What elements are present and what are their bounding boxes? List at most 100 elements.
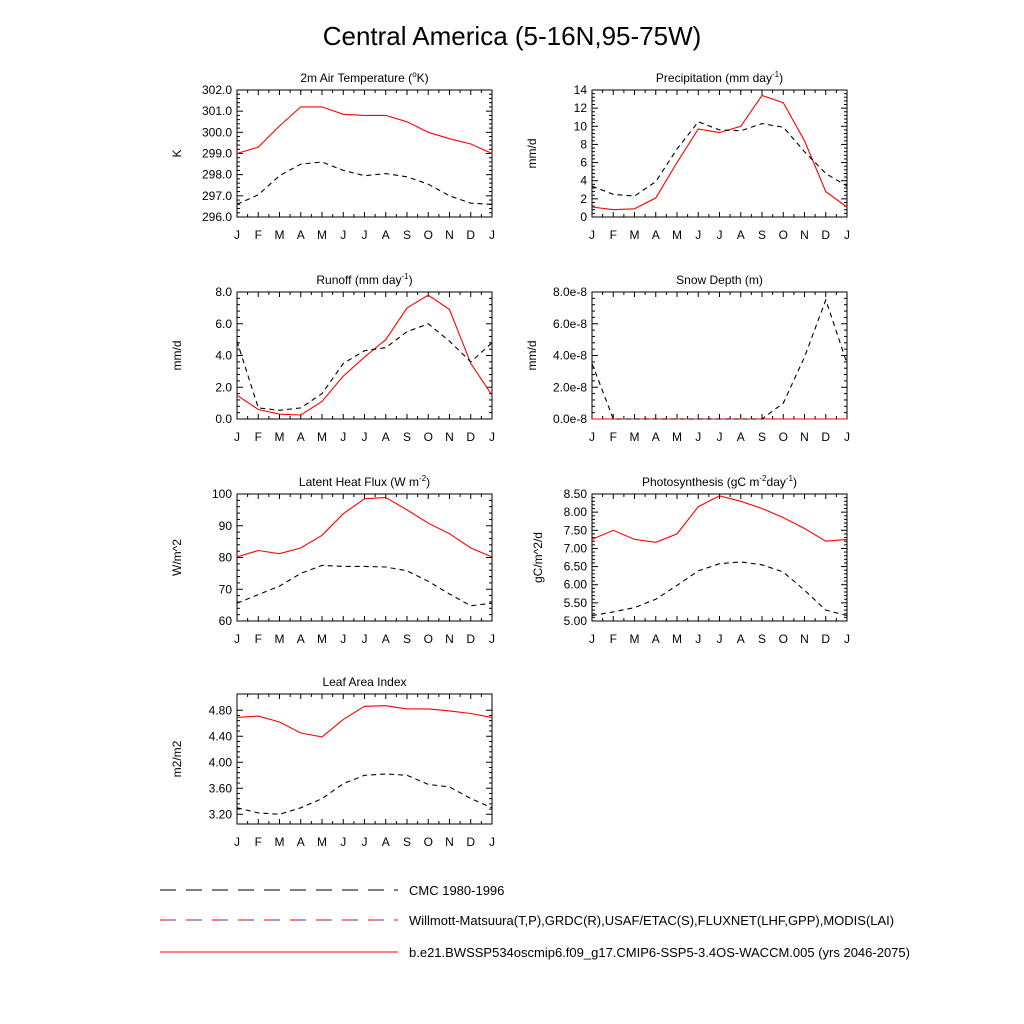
x-tick-label: A bbox=[382, 835, 390, 849]
x-tick-label: O bbox=[424, 835, 433, 849]
x-tick-label: M bbox=[630, 632, 640, 646]
x-tick-label: N bbox=[800, 228, 809, 242]
y-axis-label: mm/d bbox=[525, 139, 539, 169]
x-tick-label: J bbox=[489, 835, 495, 849]
x-tick-label: J bbox=[717, 430, 723, 444]
series-line-model bbox=[236, 294, 493, 416]
panel-prect: Precipitation (mm day-1)mm/dJ F M A M J J A S O N D… bbox=[525, 70, 850, 242]
legend: CMC 1980-1996 Willmott-Matsuura(T,P),GRD… bbox=[160, 883, 910, 960]
legend-label-cmc: CMC 1980-1996 bbox=[409, 883, 504, 898]
x-tick-label: F bbox=[255, 835, 262, 849]
y-tick-label: 90 bbox=[219, 519, 233, 533]
x-tick-label: F bbox=[255, 430, 262, 444]
y-tick-label: 5.50 bbox=[564, 596, 588, 610]
x-tick-label: M bbox=[317, 228, 327, 242]
x-tick-label: A bbox=[297, 632, 305, 646]
series-line-obs bbox=[236, 161, 493, 205]
series-line-obs bbox=[591, 561, 848, 617]
x-tick-label: M bbox=[630, 228, 640, 242]
x-tick-label: A bbox=[297, 835, 305, 849]
x-tick-label: J bbox=[489, 228, 495, 242]
x-tick-label: F bbox=[255, 228, 262, 242]
x-tick-label: J bbox=[589, 228, 595, 242]
x-tick-label: J bbox=[340, 430, 346, 444]
title-part: Snow Depth (m) bbox=[676, 273, 763, 287]
y-tick-label: 4.0e-8 bbox=[553, 349, 587, 363]
x-tick-label: A bbox=[737, 228, 745, 242]
y-tick-label: 298.0 bbox=[202, 168, 232, 182]
y-tick-label: 6 bbox=[580, 156, 587, 170]
x-tick-label: A bbox=[297, 228, 305, 242]
y-tick-label: 4.00 bbox=[209, 755, 233, 769]
plot-frame bbox=[591, 89, 848, 218]
y-tick-label: 0.0 bbox=[215, 412, 232, 426]
panel-title: 2m Air Temperature (oK) bbox=[300, 70, 428, 85]
x-tick-label: J bbox=[362, 632, 368, 646]
y-tick-label: 8 bbox=[580, 137, 587, 151]
x-tick-label: M bbox=[275, 228, 285, 242]
y-tick-label: 6.50 bbox=[564, 560, 588, 574]
panel-title: Precipitation (mm day-1) bbox=[656, 70, 783, 85]
title-part: -1 bbox=[772, 70, 780, 79]
x-tick-label: J bbox=[489, 430, 495, 444]
series-line-obs bbox=[236, 773, 493, 815]
series-line-obs bbox=[591, 121, 848, 197]
x-tick-label: N bbox=[800, 632, 809, 646]
panel-tsa: 2m Air Temperature (oK)KJ F M A M J J A S O N D J296… bbox=[170, 70, 495, 242]
series-line-model bbox=[236, 705, 493, 738]
panel-lhf: Latent Heat Flux (W m-2)W/m^2J F M A M J J A S O N… bbox=[170, 474, 495, 646]
series-line-model bbox=[591, 495, 848, 543]
title-part: Photosynthesis (gC m bbox=[642, 475, 759, 489]
panel-title: Latent Heat Flux (W m-2) bbox=[299, 474, 430, 489]
x-tick-label: N bbox=[445, 835, 454, 849]
x-tick-label: J bbox=[340, 835, 346, 849]
series-line-obs bbox=[236, 323, 493, 411]
x-tick-label: S bbox=[758, 632, 766, 646]
title-part: 2m Air Temperature ( bbox=[300, 71, 412, 85]
y-tick-label: 3.60 bbox=[209, 781, 233, 795]
plot-frame bbox=[236, 693, 493, 825]
title-part: -2 bbox=[419, 474, 427, 483]
x-tick-label: D bbox=[821, 430, 830, 444]
x-tick-label: F bbox=[610, 430, 617, 444]
x-tick-label: J bbox=[695, 632, 701, 646]
x-tick-label: J bbox=[234, 430, 240, 444]
y-tick-label: 100 bbox=[212, 487, 232, 501]
x-tick-label: J bbox=[589, 632, 595, 646]
y-tick-label: 6.0 bbox=[215, 317, 232, 331]
x-tick-label: J bbox=[589, 430, 595, 444]
x-tick-label: M bbox=[672, 632, 682, 646]
x-tick-label: S bbox=[758, 228, 766, 242]
title-part: -1 bbox=[786, 474, 794, 483]
series-line-model bbox=[236, 496, 493, 558]
x-tick-label: N bbox=[800, 430, 809, 444]
x-tick-label: F bbox=[610, 632, 617, 646]
x-tick-label: O bbox=[779, 632, 788, 646]
title-part: o bbox=[412, 70, 417, 79]
series-line-model bbox=[591, 94, 848, 211]
y-tick-label: 296.0 bbox=[202, 210, 232, 224]
x-tick-label: A bbox=[737, 430, 745, 444]
x-tick-label: M bbox=[317, 430, 327, 444]
panel-title: Photosynthesis (gC m-2day-1) bbox=[642, 474, 797, 489]
title-part: ) bbox=[793, 475, 797, 489]
x-tick-label: A bbox=[652, 430, 660, 444]
title-part: K) bbox=[417, 71, 429, 85]
y-tick-label: 80 bbox=[219, 551, 233, 565]
x-tick-label: M bbox=[672, 228, 682, 242]
title-part: day bbox=[767, 475, 786, 489]
plot-frame bbox=[236, 493, 493, 622]
y-tick-label: 12 bbox=[574, 101, 588, 115]
x-tick-label: J bbox=[844, 430, 850, 444]
y-tick-label: 2.0e-8 bbox=[553, 380, 587, 394]
x-tick-label: J bbox=[844, 228, 850, 242]
x-tick-label: J bbox=[340, 632, 346, 646]
panel-gpp: Photosynthesis (gC m-2day-1)gC/m^2/dJ F M A… bbox=[531, 474, 850, 646]
y-axis-label: m2/m2 bbox=[170, 740, 184, 777]
x-tick-label: J bbox=[234, 632, 240, 646]
y-tick-label: 14 bbox=[574, 83, 588, 97]
main-title: Central America (5-16N,95-75W) bbox=[323, 21, 702, 51]
y-tick-label: 302.0 bbox=[202, 83, 232, 97]
plot-frame bbox=[591, 291, 848, 420]
